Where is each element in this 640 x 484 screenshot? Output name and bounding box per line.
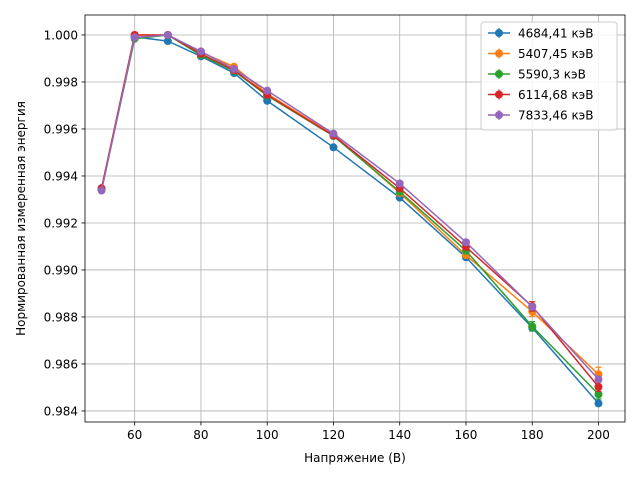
legend-label: 7833,46 кэВ bbox=[518, 108, 594, 122]
data-point bbox=[230, 65, 239, 74]
x-tick-label: 120 bbox=[322, 428, 345, 442]
legend-label: 5590,3 кэВ bbox=[518, 67, 586, 81]
legend-box bbox=[480, 21, 618, 131]
y-tick-label: 0.994 bbox=[44, 169, 78, 183]
x-tick-label: 160 bbox=[455, 428, 478, 442]
data-point bbox=[163, 37, 172, 46]
x-tick-label: 100 bbox=[256, 428, 279, 442]
data-point bbox=[196, 47, 205, 56]
x-axis-label: Напряжение (В) bbox=[304, 451, 406, 465]
data-point bbox=[594, 382, 603, 391]
legend: 4684,41 кэВ 5407,45 кэВ 5590,3 кэВ 6114,68 … bbox=[480, 21, 618, 131]
y-axis-label: Нормированная измеренная энергия bbox=[14, 101, 28, 336]
x-tick-label: 200 bbox=[587, 428, 610, 442]
legend-item: 5407,45 кэВ bbox=[488, 47, 594, 61]
legend-item: 5590,3 кэВ bbox=[488, 67, 586, 81]
data-point bbox=[528, 322, 537, 331]
x-tick-label: 180 bbox=[521, 428, 544, 442]
legend-label: 6114,68 кэВ bbox=[518, 88, 594, 102]
data-point bbox=[97, 186, 106, 195]
x-tick-label: 60 bbox=[127, 428, 142, 442]
data-point bbox=[329, 143, 338, 152]
y-tick-label: 1.000 bbox=[44, 28, 78, 42]
y-tick-label: 0.984 bbox=[44, 404, 78, 418]
data-point bbox=[594, 390, 603, 399]
y-tick-label: 0.996 bbox=[44, 122, 78, 136]
y-tick-label: 0.988 bbox=[44, 310, 78, 324]
data-point bbox=[329, 129, 338, 138]
axes-frame bbox=[84, 14, 626, 423]
legend-item: 4684,41 кэВ bbox=[488, 26, 594, 40]
y-tick-label: 0.998 bbox=[44, 75, 78, 89]
legend-label: 5407,45 кэВ bbox=[518, 47, 594, 61]
y-tick-label: 0.990 bbox=[44, 263, 78, 277]
y-tick-label: 0.992 bbox=[44, 216, 78, 230]
legend-label: 4684,41 кэВ bbox=[518, 26, 594, 40]
series-layer bbox=[97, 30, 603, 408]
data-point bbox=[528, 302, 537, 311]
legend-swatch-marker bbox=[495, 111, 503, 119]
data-point bbox=[130, 33, 139, 42]
legend-item: 6114,68 кэВ bbox=[488, 88, 594, 102]
legend-swatch-marker bbox=[495, 29, 503, 37]
legend-swatch-marker bbox=[495, 49, 503, 58]
data-point bbox=[594, 399, 603, 408]
axis-ticks: 60 80 100 120 140 160 180 200 0.984 0.986 0.988 0.9… bbox=[44, 28, 610, 442]
y-tick-label: 0.986 bbox=[44, 357, 78, 371]
x-tick-label: 80 bbox=[193, 428, 208, 442]
data-point bbox=[263, 86, 272, 95]
legend-swatch-marker bbox=[495, 70, 503, 78]
legend-item: 7833,46 кэВ bbox=[488, 108, 594, 122]
data-point bbox=[395, 179, 404, 188]
legend-swatch-marker bbox=[495, 90, 503, 99]
x-tick-label: 140 bbox=[388, 428, 411, 442]
series-5 bbox=[97, 30, 603, 384]
data-point bbox=[594, 375, 603, 384]
data-point bbox=[163, 30, 172, 39]
data-point bbox=[461, 238, 470, 247]
